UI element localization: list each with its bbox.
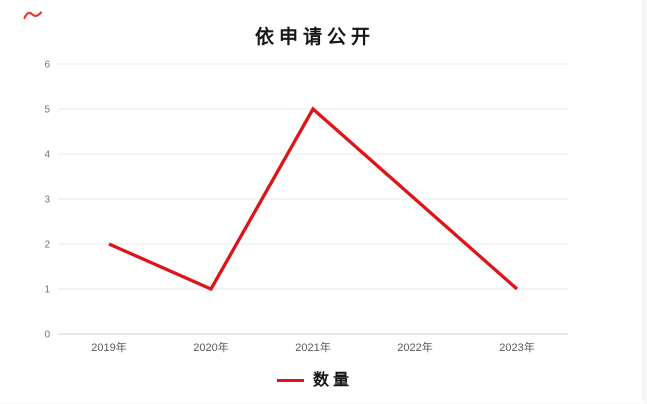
window-right-edge	[642, 0, 647, 404]
y-tick-label: 2	[44, 240, 50, 251]
y-tick-label: 4	[44, 150, 50, 161]
x-category-label: 2023年	[499, 340, 534, 354]
y-tick-label: 5	[44, 105, 50, 116]
x-category-label: 2021年	[295, 340, 330, 354]
series-line-数量	[108, 106, 519, 292]
y-tick-label: 3	[44, 195, 50, 206]
x-category-label: 2019年	[91, 340, 126, 354]
legend: 数量	[0, 371, 630, 389]
chart-title: 依申请公开	[254, 26, 375, 48]
y-tick-label: 1	[44, 285, 50, 296]
red-scribble-mark	[23, 11, 43, 20]
x-category-label: 2022年	[397, 340, 432, 354]
y-tick-label: 6	[44, 60, 50, 71]
legend-series-label: 数量	[312, 370, 353, 389]
window-bottom-edge	[0, 402, 647, 404]
legend-line-swatch	[276, 378, 304, 382]
y-tick-label: 0	[44, 330, 50, 341]
x-category-label: 2020年	[193, 340, 228, 354]
